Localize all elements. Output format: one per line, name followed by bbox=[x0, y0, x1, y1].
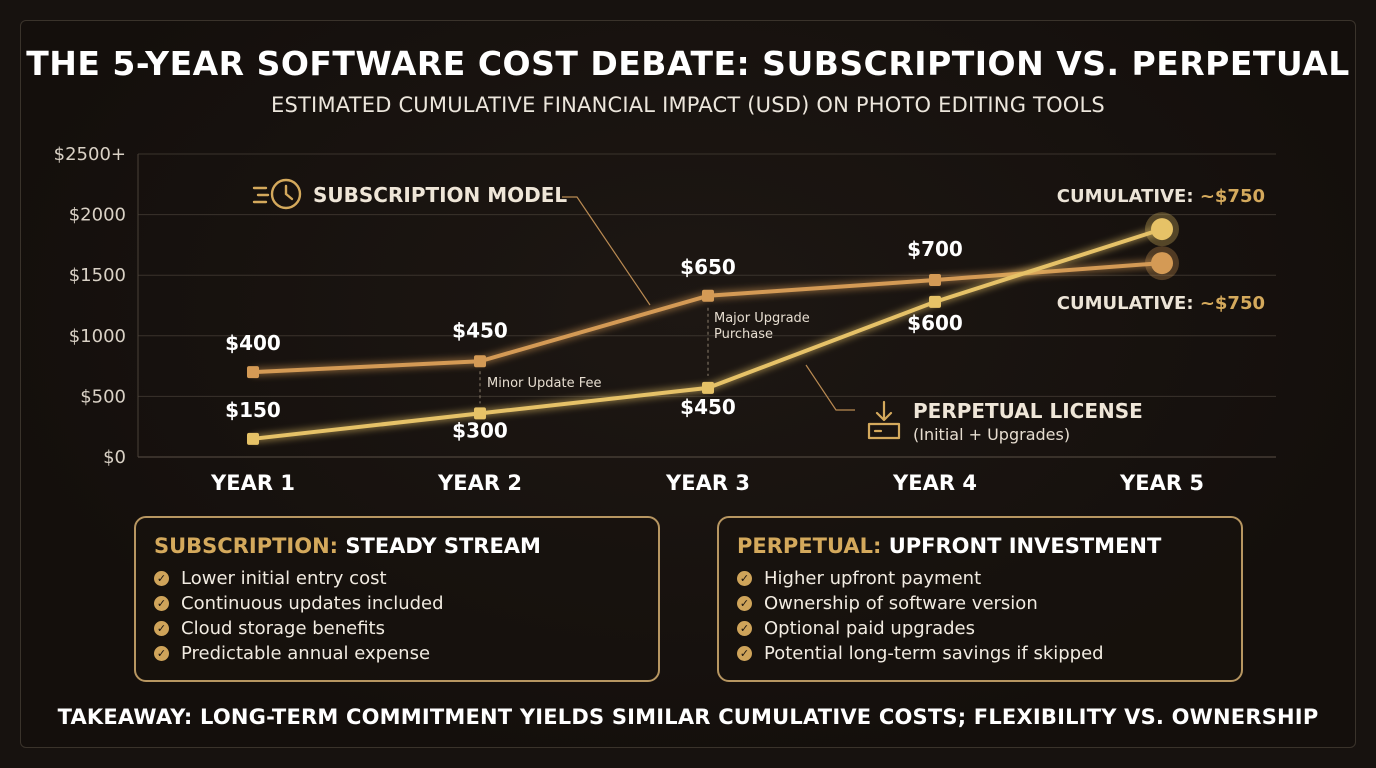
y-tick-label: $2000 bbox=[69, 205, 126, 226]
perpetual-leader-line bbox=[805, 364, 855, 411]
list-item: ✓ Optional paid upgrades bbox=[737, 616, 1241, 641]
subscription-legend-label: SUBSCRIPTION MODEL bbox=[313, 183, 567, 207]
list-item: ✓ Ownership of software version bbox=[737, 591, 1241, 616]
perpetual-value-label: $300 bbox=[452, 418, 508, 442]
download-icon bbox=[867, 400, 901, 440]
y-tick-label: $1500 bbox=[69, 265, 126, 286]
annotation-major-upgrade: Purchase bbox=[714, 327, 773, 342]
x-tick-label: YEAR 5 bbox=[1119, 471, 1204, 495]
perpetual-legend-label: PERPETUAL LICENSE bbox=[913, 399, 1143, 423]
subscription-leader-line bbox=[562, 196, 651, 306]
x-tick-label: YEAR 2 bbox=[437, 471, 522, 495]
y-tick-label: $0 bbox=[103, 447, 126, 468]
cost-line-chart: $0 $500 $1000 $1500 $2000 $2500+ YEAR 1 YEAR 2 Y… bbox=[54, 144, 1276, 495]
y-tick-label: $1000 bbox=[69, 326, 126, 347]
y-tick-label: $500 bbox=[80, 386, 126, 407]
subscription-value-label: $650 bbox=[680, 255, 736, 279]
takeaway-text: TAKEAWAY: LONG-TERM COMMITMENT YIELDS SI… bbox=[57, 705, 1319, 729]
x-tick-label: YEAR 4 bbox=[892, 471, 977, 495]
list-item: ✓ Continuous updates included bbox=[154, 591, 658, 616]
perpetual-value-label: $450 bbox=[680, 395, 736, 419]
perpetual-panel-accent: PERPETUAL: bbox=[737, 534, 882, 558]
check-icon: ✓ bbox=[737, 596, 752, 611]
subscription-data-point bbox=[929, 274, 941, 287]
perpetual-data-point bbox=[929, 295, 941, 308]
list-item: ✓ Potential long-term savings if skipped bbox=[737, 641, 1241, 666]
page-subtitle: ESTIMATED CUMULATIVE FINANCIAL IMPACT (U… bbox=[271, 93, 1105, 117]
subscription-series-line bbox=[252, 261, 1163, 375]
subscription-end-marker bbox=[1151, 252, 1173, 275]
perpetual-value-label: $600 bbox=[907, 311, 963, 335]
check-icon: ✓ bbox=[154, 621, 169, 636]
list-item: ✓ Higher upfront payment bbox=[737, 566, 1241, 591]
x-tick-label: YEAR 3 bbox=[665, 471, 750, 495]
perpetual-panel-title: PERPETUAL: UPFRONT INVESTMENT bbox=[737, 534, 1241, 558]
perpetual-value-label: $150 bbox=[225, 398, 281, 422]
page-title: THE 5-YEAR SOFTWARE COST DEBATE: SUBSCRI… bbox=[26, 44, 1350, 83]
list-item: ✓ Predictable annual expense bbox=[154, 641, 658, 666]
subscription-cumulative-label: CUMULATIVE: ~$750 bbox=[1057, 293, 1265, 314]
subscription-panel: SUBSCRIPTION: STEADY STREAM ✓ Lower initi… bbox=[134, 516, 660, 682]
annotation-minor-update: Minor Update Fee bbox=[487, 376, 601, 391]
subscription-panel-title: SUBSCRIPTION: STEADY STREAM bbox=[154, 534, 658, 558]
clock-icon bbox=[252, 178, 302, 210]
y-tick-label: $2500+ bbox=[54, 144, 126, 165]
subscription-data-point bbox=[474, 355, 486, 368]
perpetual-cumulative-label: CUMULATIVE: ~$750 bbox=[1057, 186, 1265, 207]
perpetual-panel: PERPETUAL: UPFRONT INVESTMENT ✓ Higher up… bbox=[717, 516, 1243, 682]
check-icon: ✓ bbox=[154, 596, 169, 611]
subscription-benefits-list: ✓ Lower initial entry cost ✓ Continuous up… bbox=[154, 566, 658, 666]
subscription-value-label: $400 bbox=[225, 331, 281, 355]
subscription-value-label: $450 bbox=[452, 318, 508, 342]
subscription-data-point bbox=[702, 289, 714, 302]
perpetual-legend-sublabel: (Initial + Upgrades) bbox=[913, 425, 1070, 444]
perpetual-data-point bbox=[702, 381, 714, 394]
check-icon: ✓ bbox=[737, 571, 752, 586]
perpetual-panel-heading: UPFRONT INVESTMENT bbox=[888, 534, 1162, 558]
check-icon: ✓ bbox=[737, 621, 752, 636]
perpetual-end-marker bbox=[1151, 218, 1173, 241]
perpetual-data-point bbox=[474, 407, 486, 420]
check-icon: ✓ bbox=[737, 646, 752, 661]
subscription-panel-heading: STEADY STREAM bbox=[345, 534, 541, 558]
subscription-data-point bbox=[247, 366, 259, 379]
list-item: ✓ Lower initial entry cost bbox=[154, 566, 658, 591]
x-tick-label: YEAR 1 bbox=[210, 471, 295, 495]
check-icon: ✓ bbox=[154, 646, 169, 661]
check-icon: ✓ bbox=[154, 571, 169, 586]
perpetual-data-point bbox=[247, 432, 259, 445]
subscription-value-label: $700 bbox=[907, 237, 963, 261]
perpetual-benefits-list: ✓ Higher upfront payment ✓ Ownership of so… bbox=[737, 566, 1241, 666]
subscription-panel-accent: SUBSCRIPTION: bbox=[154, 534, 339, 558]
list-item: ✓ Cloud storage benefits bbox=[154, 616, 658, 641]
annotation-major-upgrade: Major Upgrade bbox=[714, 311, 810, 326]
